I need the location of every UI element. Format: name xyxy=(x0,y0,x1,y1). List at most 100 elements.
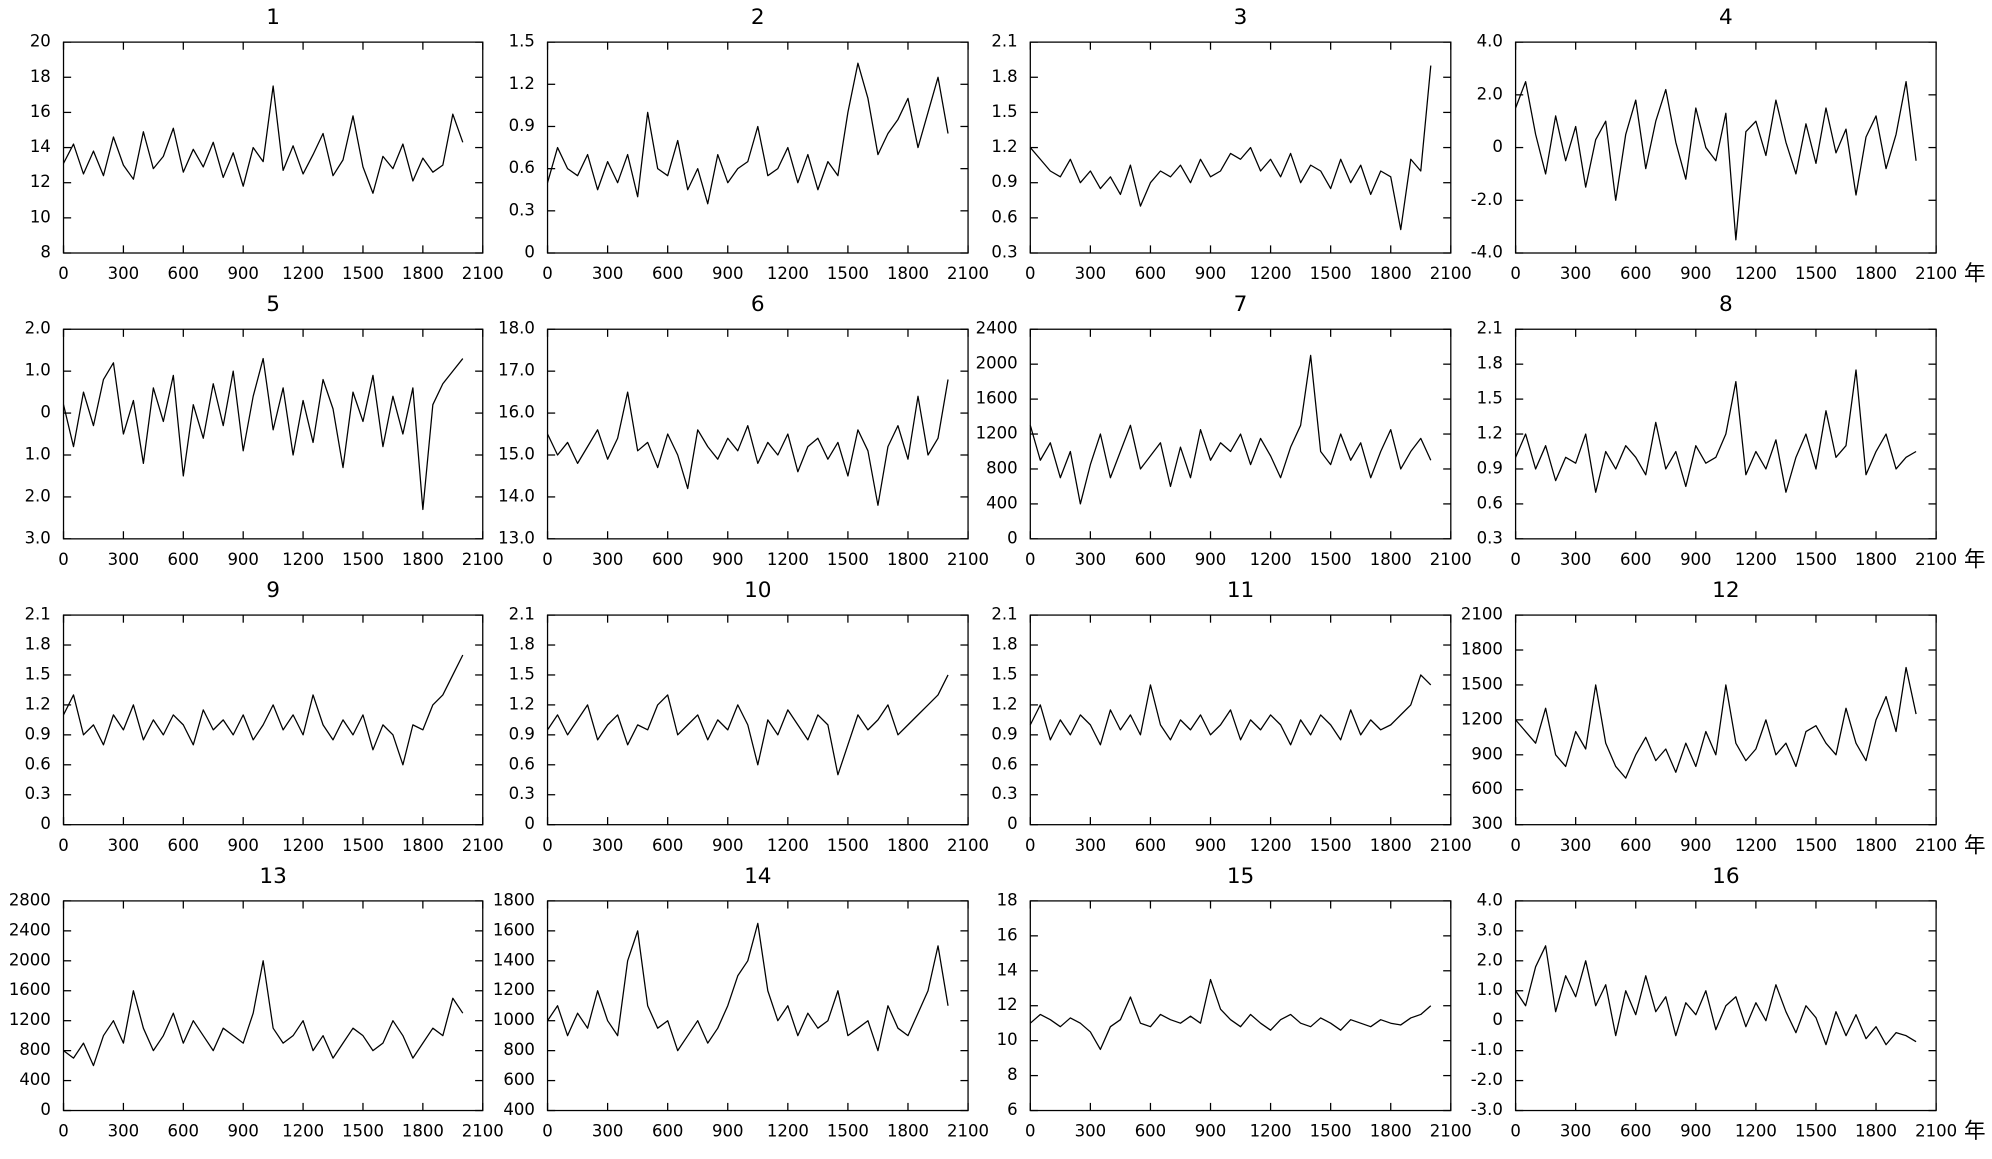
y-tick-label: 1600 xyxy=(9,980,51,999)
x-tick-label: 1800 xyxy=(402,264,444,283)
y-tick-label: -4.0 xyxy=(1471,243,1503,262)
y-tick-label: 0.3 xyxy=(25,784,51,803)
x-tick-label: 1200 xyxy=(1250,836,1292,855)
y-tick-label: 400 xyxy=(986,493,1017,512)
y-tick-label: 0.6 xyxy=(25,754,51,773)
y-tick-label: 1.8 xyxy=(991,67,1017,86)
y-tick-label: 8 xyxy=(1007,1065,1018,1084)
x-tick-label: 600 xyxy=(1135,836,1167,855)
x-tick-label: 300 xyxy=(1075,1122,1107,1141)
y-tick-label: 3.0 xyxy=(25,528,51,547)
y-tick-label: 0 xyxy=(40,403,51,422)
x-tick-label: 1200 xyxy=(1250,1122,1292,1141)
x-tick-label: 1500 xyxy=(827,550,869,569)
x-tick-label: 1500 xyxy=(1310,264,1352,283)
y-tick-label: -2.0 xyxy=(1471,190,1503,209)
y-tick-label: 1500 xyxy=(1461,674,1503,693)
chart-title: 3 xyxy=(1234,5,1248,30)
x-tick-label: 1800 xyxy=(887,550,929,569)
x-tick-label: 1500 xyxy=(827,264,869,283)
x-tick-label: 600 xyxy=(1620,836,1652,855)
x-tick-label: 1800 xyxy=(887,1122,929,1141)
x-tick-label: 1500 xyxy=(342,836,384,855)
y-tick-label: 13.0 xyxy=(498,528,535,547)
x-tick-label: 600 xyxy=(1135,264,1167,283)
chart-title: 11 xyxy=(1227,578,1254,603)
x-tick-label: 300 xyxy=(1560,264,1592,283)
chart-title: 9 xyxy=(266,578,280,603)
x-tick-label: 0 xyxy=(58,264,69,283)
x-tick-label: 300 xyxy=(1075,836,1107,855)
x-tick-label: 300 xyxy=(592,550,624,569)
x-tick-label: 600 xyxy=(652,264,683,283)
plot-frame xyxy=(1029,41,1452,254)
chart-title: 13 xyxy=(259,864,286,889)
x-tick-label: 1200 xyxy=(1250,264,1292,283)
chart-title: 16 xyxy=(1712,864,1739,889)
x-tick-label: 300 xyxy=(1075,264,1107,283)
x-tick-label: 1200 xyxy=(1735,1122,1777,1141)
data-line xyxy=(1029,674,1432,746)
x-tick-label: 0 xyxy=(58,1122,69,1141)
x-tick-label: 600 xyxy=(652,550,683,569)
y-tick-label: 600 xyxy=(503,1070,535,1089)
x-tick-label: 900 xyxy=(227,836,259,855)
y-tick-label: 800 xyxy=(986,458,1017,477)
x-tick-label: 300 xyxy=(108,836,140,855)
x-tick-label: 2100 xyxy=(462,1122,504,1141)
x-tick-label: 1500 xyxy=(1795,836,1837,855)
y-tick-label: 12 xyxy=(30,172,51,191)
y-tick-label: 1.2 xyxy=(991,137,1017,156)
data-line xyxy=(547,674,949,776)
x-tick-label: 600 xyxy=(1620,264,1652,283)
x-tick-label: 2100 xyxy=(947,264,989,283)
x-tick-label: 1800 xyxy=(402,1122,444,1141)
x-tick-label: 1500 xyxy=(342,550,384,569)
data-line xyxy=(62,357,464,511)
y-tick-label: 2800 xyxy=(9,890,51,909)
x-tick-label: 2100 xyxy=(462,550,504,569)
x-tick-label: 1200 xyxy=(767,264,809,283)
x-tick-label: 2100 xyxy=(1915,264,1957,283)
y-tick-label: 4.0 xyxy=(1477,890,1503,909)
x-tick-label: 1800 xyxy=(1855,264,1897,283)
y-tick-label: 1200 xyxy=(1461,709,1503,728)
x-tick-label: 2100 xyxy=(1430,264,1472,283)
x-tick-label: 0 xyxy=(1025,550,1036,569)
y-tick-label: 0.3 xyxy=(1477,528,1503,547)
y-tick-label: 1.2 xyxy=(991,694,1017,713)
plot-frame xyxy=(546,41,969,254)
y-tick-label: 4.0 xyxy=(1477,32,1503,51)
x-tick-label: 1500 xyxy=(1310,836,1352,855)
y-tick-label: 2.0 xyxy=(25,486,51,505)
x-tick-label: 0 xyxy=(542,836,553,855)
x-tick-label: 2100 xyxy=(1430,836,1472,855)
x-tick-label: 0 xyxy=(1510,836,1520,855)
x-tick-label: 300 xyxy=(1560,550,1592,569)
x-tick-label: 600 xyxy=(1620,550,1652,569)
y-tick-label: 0.9 xyxy=(25,724,51,743)
x-tick-label: 1500 xyxy=(342,1122,384,1141)
y-tick-label: 1.2 xyxy=(1477,424,1503,443)
x-tick-label: 2100 xyxy=(462,264,504,283)
x-tick-label: 0 xyxy=(1025,264,1036,283)
y-tick-label: 1200 xyxy=(493,980,535,999)
x-tick-label: 1200 xyxy=(767,550,809,569)
x-axis-label: 年 xyxy=(1964,833,1986,858)
y-tick-label: 0.6 xyxy=(1477,493,1503,512)
y-tick-label: 10 xyxy=(997,1030,1018,1049)
y-tick-label: 0 xyxy=(1492,1010,1503,1029)
y-tick-label: 300 xyxy=(1471,814,1503,833)
y-tick-label: 800 xyxy=(19,1040,51,1059)
x-tick-label: 300 xyxy=(108,1122,140,1141)
y-tick-label: 1600 xyxy=(493,920,535,939)
y-tick-label: -1.0 xyxy=(1471,1040,1503,1059)
y-tick-label: -3.0 xyxy=(1471,1100,1503,1119)
x-tick-label: 1200 xyxy=(1735,264,1777,283)
y-tick-label: 0 xyxy=(40,814,51,833)
x-tick-label: 1800 xyxy=(887,836,929,855)
x-tick-label: 900 xyxy=(227,1122,259,1141)
x-tick-label: 1200 xyxy=(767,836,809,855)
plot-frame xyxy=(546,900,969,1112)
y-tick-label: 0.6 xyxy=(991,207,1017,226)
